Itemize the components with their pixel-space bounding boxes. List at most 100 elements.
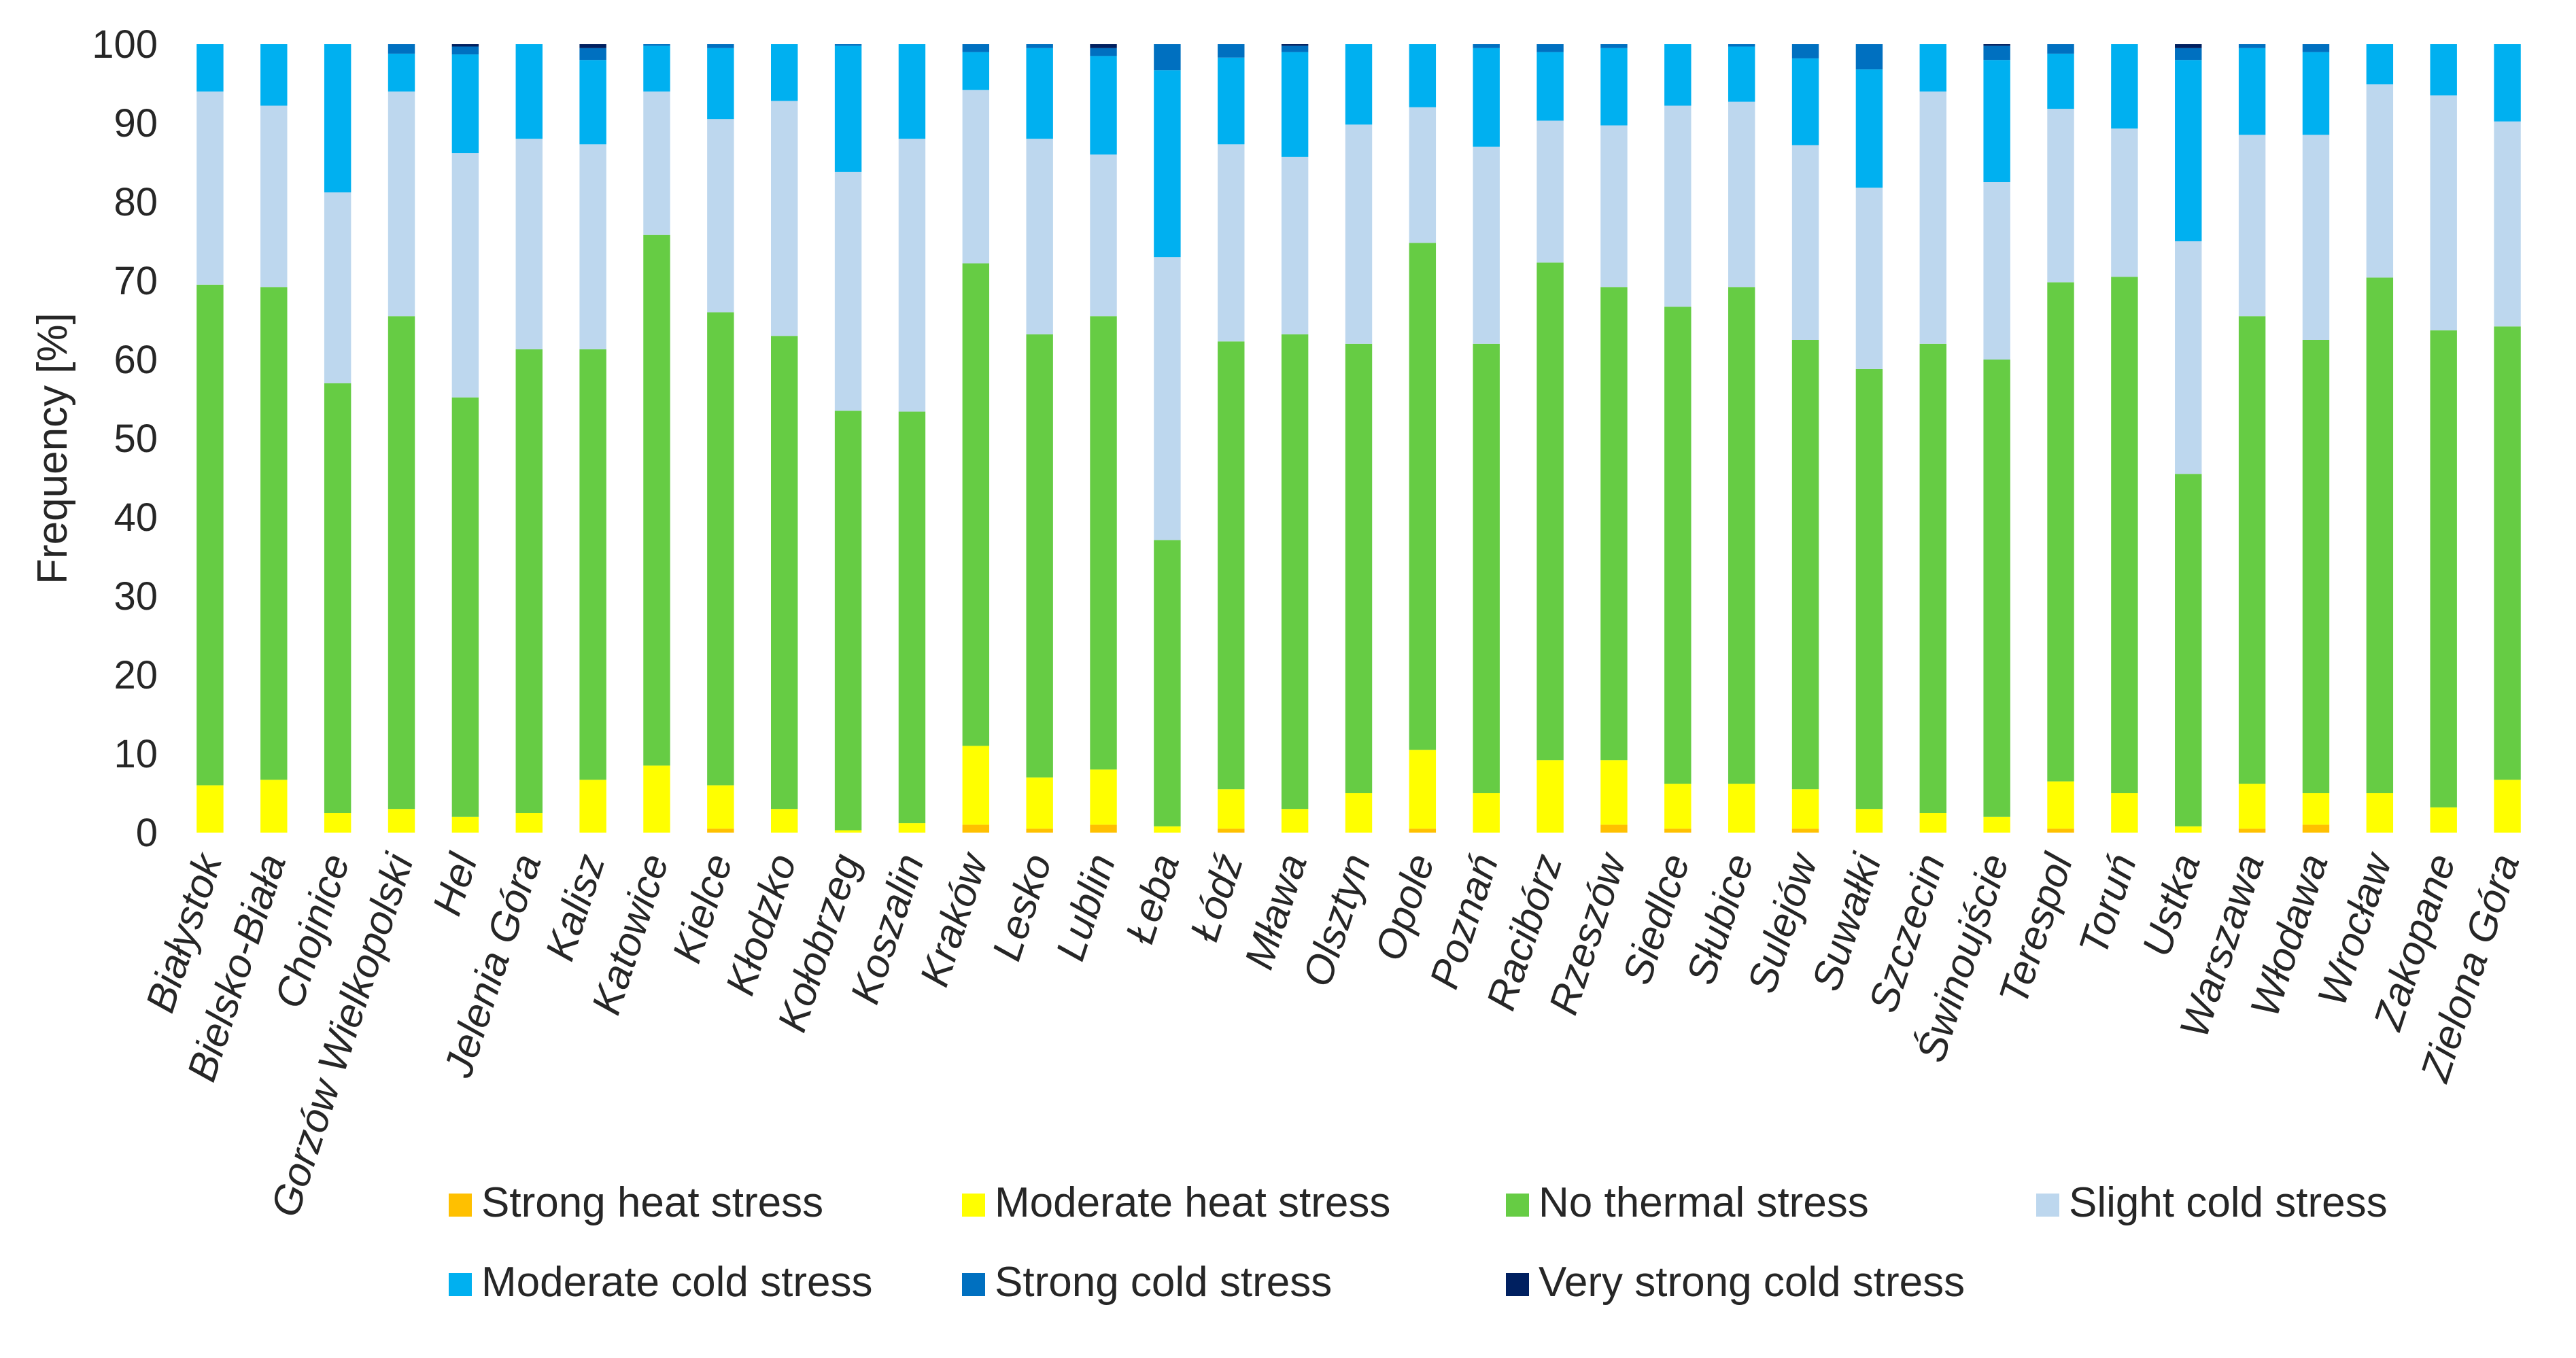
bar-segment xyxy=(1090,154,1117,317)
bar-segment xyxy=(1281,46,1309,52)
legend-swatch xyxy=(1506,1273,1529,1296)
bar-segment xyxy=(2366,84,2394,278)
bar-segment xyxy=(1600,125,1628,288)
bar-segment xyxy=(962,746,990,825)
bar-segment xyxy=(1728,784,1755,833)
bar-segment xyxy=(451,44,479,47)
bar-stack xyxy=(1345,44,1373,833)
y-tick-label: 80 xyxy=(114,180,158,224)
bar-stack xyxy=(260,44,288,833)
bar-segment xyxy=(707,44,734,48)
bar-segment xyxy=(1728,44,1755,47)
bar-stack xyxy=(2430,44,2457,833)
bar-segment xyxy=(2238,48,2266,135)
y-tick-label: 40 xyxy=(114,495,158,540)
bar-segment xyxy=(1983,44,2010,46)
bar-stack xyxy=(1026,44,1053,833)
bar-segment xyxy=(771,336,798,809)
bar-segment xyxy=(1409,829,1437,833)
bar-segment xyxy=(1791,44,1819,58)
bar-stack xyxy=(1409,44,1437,833)
bar-segment xyxy=(1536,120,1564,263)
y-axis-title: Frequency [%] xyxy=(29,313,76,585)
bar-segment xyxy=(324,44,351,193)
bar-segment xyxy=(1791,340,1819,790)
bars xyxy=(196,44,2521,833)
bar-segment xyxy=(1026,139,1053,334)
bar-segment xyxy=(1919,813,1946,833)
bar-segment xyxy=(2302,824,2330,833)
bar-stack xyxy=(388,44,415,833)
bar-segment xyxy=(898,44,926,139)
y-tick-label: 50 xyxy=(114,417,158,461)
bar-segment xyxy=(1855,809,1883,833)
bar-segment xyxy=(1218,57,1245,145)
bar-segment xyxy=(1473,793,1500,833)
bar-segment xyxy=(515,139,543,349)
bar-segment xyxy=(515,813,543,833)
bar-segment xyxy=(771,809,798,833)
bar-segment xyxy=(515,44,543,139)
bar-segment xyxy=(324,813,351,833)
y-tick-label: 90 xyxy=(114,101,158,145)
bar-segment xyxy=(898,823,926,833)
bar-segment xyxy=(579,144,606,349)
bar-segment xyxy=(1281,156,1309,334)
bar-segment xyxy=(260,287,288,780)
bar-segment xyxy=(962,90,990,264)
bar-segment xyxy=(1473,48,1500,147)
bar-segment xyxy=(260,44,288,106)
bar-segment xyxy=(1664,105,1691,307)
bar-stack xyxy=(1983,44,2010,833)
bar-segment xyxy=(1600,44,1628,48)
bar-stack xyxy=(196,44,224,833)
bar-stack xyxy=(898,44,926,833)
bar-segment xyxy=(388,91,415,317)
bar-segment xyxy=(1855,188,1883,369)
bar-stack xyxy=(1791,44,1819,833)
bar-segment xyxy=(1983,60,2010,182)
bar-segment xyxy=(1026,334,1053,778)
bar-segment xyxy=(2366,44,2394,85)
bar-segment xyxy=(1728,287,1755,784)
bar-segment xyxy=(707,48,734,120)
bar-segment xyxy=(388,53,415,92)
bar-segment xyxy=(2047,781,2074,829)
bar-segment xyxy=(1728,46,1755,102)
y-axis-label: Frequency [%] xyxy=(29,313,76,585)
bar-segment xyxy=(1983,182,2010,360)
bar-segment xyxy=(2302,793,2330,825)
legend-swatch xyxy=(449,1194,472,1217)
bar-stack xyxy=(1728,44,1755,833)
bar-stack xyxy=(2302,44,2330,833)
bar-segment xyxy=(2175,826,2202,833)
bar-segment xyxy=(898,411,926,824)
bar-segment xyxy=(2494,121,2521,327)
bar-segment xyxy=(1791,789,1819,829)
legend: Strong heat stress Moderate heat stress No… xyxy=(449,1179,2388,1306)
bar-stack xyxy=(834,44,862,833)
bar-stack xyxy=(1919,44,1946,833)
x-tick-label: Hel xyxy=(424,848,486,921)
bar-segment xyxy=(2111,128,2138,277)
bar-segment xyxy=(962,263,990,746)
bar-segment xyxy=(1281,334,1309,809)
bar-stack xyxy=(2047,44,2074,833)
bar-segment xyxy=(1600,824,1628,833)
bar-segment xyxy=(1345,124,1373,344)
bar-segment xyxy=(1664,44,1691,106)
bar-segment xyxy=(2494,780,2521,833)
legend-swatch xyxy=(449,1273,472,1296)
bar-segment xyxy=(1791,829,1819,833)
bar-segment xyxy=(834,411,862,831)
bar-segment xyxy=(1664,829,1691,833)
bar-stack xyxy=(1855,44,1883,833)
legend-swatch xyxy=(1506,1194,1529,1217)
bar-segment xyxy=(2175,48,2202,60)
bar-stack xyxy=(771,44,798,833)
bar-segment xyxy=(2430,807,2457,833)
bar-segment xyxy=(2366,793,2394,833)
bar-segment xyxy=(1154,826,1181,833)
bar-stack xyxy=(2366,44,2394,833)
